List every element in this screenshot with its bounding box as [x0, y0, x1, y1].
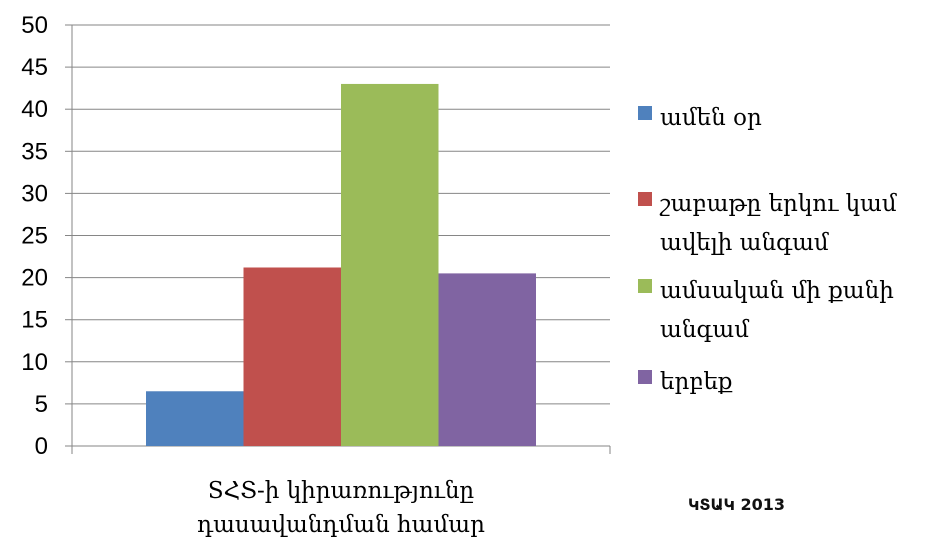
legend-label-1: ամեն օր	[660, 105, 762, 131]
y-tick-label: 15	[21, 307, 48, 334]
y-tick-label: 40	[21, 96, 48, 123]
bar-4	[438, 273, 536, 446]
bars	[146, 83, 536, 446]
x-category-label: SՀՏ-ի կիրառությունը դասավանդման համար	[197, 478, 485, 538]
legend: ամեն օր շաբաթը երկու կամ ավելի անգամ ամսակա…	[638, 105, 897, 395]
y-tick-label: 10	[21, 349, 48, 376]
y-tick-label: 50	[21, 12, 48, 39]
y-tick-label: 20	[21, 265, 48, 292]
legend-label-2: ավելի անգամ	[660, 230, 829, 256]
y-tick-label: 35	[21, 138, 48, 165]
bar-1	[146, 391, 244, 446]
bar-2	[243, 267, 341, 446]
source-note: ԿՏԱԿ 2013	[688, 495, 786, 514]
legend-label-4: երբեք	[660, 369, 733, 395]
legend-swatch-1	[638, 106, 652, 120]
x-category-label-line: դասավանդման համար	[197, 512, 485, 538]
x-category-label-line: SՀՏ-ի կիրառությունը	[208, 478, 474, 504]
bar-3	[341, 83, 439, 446]
y-tick-label: 45	[21, 54, 48, 81]
legend-swatch-2	[638, 192, 652, 206]
y-tick-label: 5	[35, 391, 48, 418]
legend-label-2: շաբաթը երկու կամ	[659, 191, 897, 217]
legend-swatch-4	[638, 370, 652, 384]
y-tick-label: 25	[21, 223, 48, 250]
legend-label-3: ամսական մի քանի	[660, 278, 894, 304]
y-tick-label: 30	[21, 180, 48, 207]
y-tick-label: 0	[35, 433, 48, 460]
legend-label-3: անգամ	[660, 317, 749, 343]
legend-swatch-3	[638, 279, 652, 293]
y-tick-labels: 0 5 10 15 20 25 30 35 40 45 50	[21, 12, 48, 460]
